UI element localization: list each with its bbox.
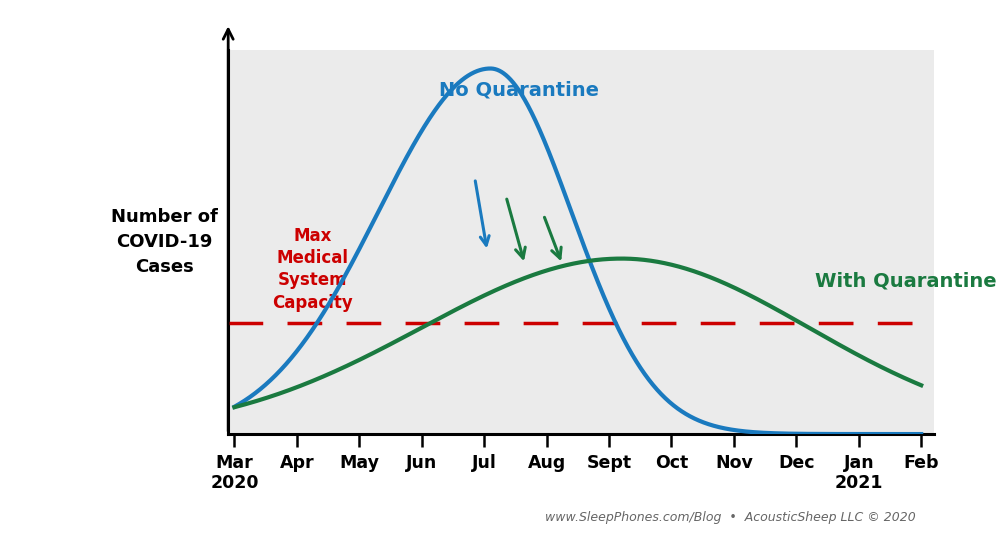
Text: Max
Medical
System
Capacity: Max Medical System Capacity bbox=[272, 227, 353, 312]
Text: No Quarantine: No Quarantine bbox=[439, 81, 599, 100]
Text: Number of
COVID-19
Cases: Number of COVID-19 Cases bbox=[111, 208, 218, 276]
Text: www.SleepPhones.com/Blog  •  AcousticSheep LLC © 2020: www.SleepPhones.com/Blog • AcousticSheep… bbox=[545, 512, 915, 524]
Text: With Quarantine: With Quarantine bbox=[815, 271, 997, 290]
